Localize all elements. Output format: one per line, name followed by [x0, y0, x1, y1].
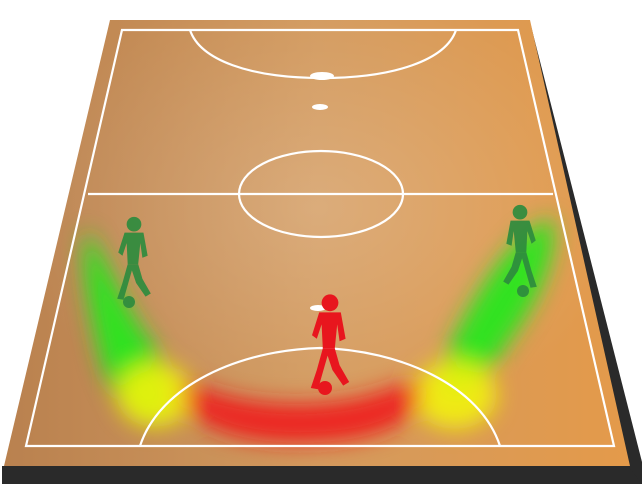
outer-boundary [24, 28, 616, 448]
court-base [2, 466, 642, 484]
bottom-penalty-spot [310, 305, 326, 311]
center-circle [237, 149, 405, 239]
ball-icon [517, 285, 529, 297]
player-left-wing [117, 216, 151, 308]
top-goal-mark [310, 72, 334, 80]
player-right-wing [503, 204, 537, 297]
top-penalty-spot [312, 104, 328, 110]
court-spots [310, 72, 334, 311]
ball-icon [123, 296, 135, 308]
court-right-edge [530, 22, 642, 484]
ball-icon [318, 381, 332, 395]
bottom-penalty-arc [138, 346, 502, 447]
player-pivot [310, 294, 350, 395]
